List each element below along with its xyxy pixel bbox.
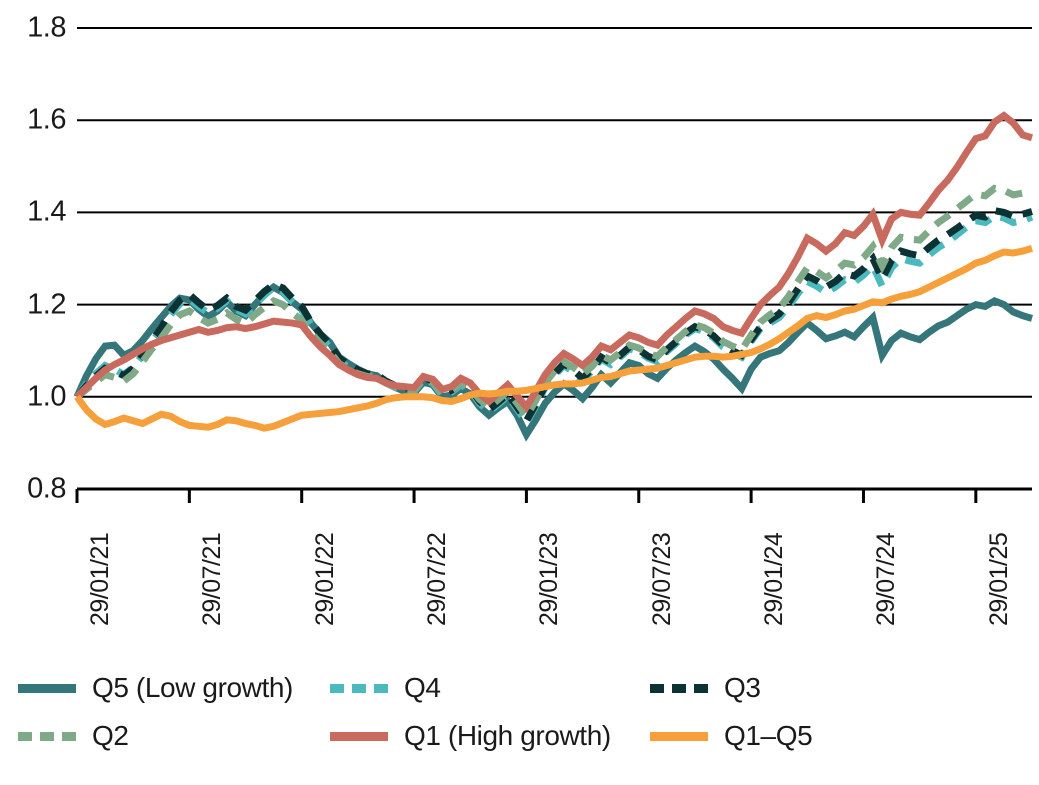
y-tick-label: 1.8 [27,11,66,44]
x-tick-label: 29/01/22 [310,532,339,626]
legend-item[interactable]: Q4 [330,668,441,708]
series-line-5 [74,111,1033,413]
x-tick-label: 29/07/24 [872,532,901,626]
legend-swatch-icon [650,731,708,741]
legend-swatch-icon [330,731,388,741]
series-line-3 [74,206,1033,428]
legend-swatch-icon [18,683,76,693]
x-tick-label: 29/01/25 [984,532,1013,626]
x-tick-label: 29/01/23 [535,532,564,626]
legend-item[interactable]: Q1 (High growth) [330,716,611,756]
legend-item[interactable]: Q2 [18,716,129,756]
legend-swatch-icon [18,731,76,741]
x-tick-label: 29/07/22 [423,532,452,626]
chart-legend: Q5 (Low growth) Q4 Q3 Q2 Q1 (High growth) Q1–… [0,668,1039,778]
x-tick-label: 29/01/24 [760,532,789,626]
legend-swatch-icon [330,683,388,693]
series-line-4 [74,184,1034,423]
x-axis [75,487,1032,503]
legend-label: Q1–Q5 [724,720,813,751]
legend-item[interactable]: Q5 (Low growth) [18,668,293,708]
legend-item[interactable]: Q3 [650,668,761,708]
legend-item[interactable]: Q1–Q5 [650,716,813,756]
x-tick-label: 29/07/23 [647,532,676,626]
legend-label: Q4 [404,672,441,703]
series-line-6 [74,245,1033,432]
legend-label: Q2 [92,720,129,751]
legend-label: Q3 [724,672,761,703]
legend-label: Q5 (Low growth) [92,672,293,703]
x-tick-label: 29/07/21 [198,532,227,626]
x-tick-label: 29/01/21 [86,532,114,626]
legend-label: Q1 (High growth) [404,720,611,751]
series-group [73,111,1034,442]
y-tick-label: 0.8 [27,472,66,505]
legend-swatch-icon [650,683,708,693]
series-line-1 [73,282,1033,442]
y-tick-label: 1.4 [27,195,66,228]
y-tick-label: 1.0 [27,380,66,413]
y-tick-label: 1.6 [27,103,66,136]
y-tick-label: 1.2 [27,288,66,321]
